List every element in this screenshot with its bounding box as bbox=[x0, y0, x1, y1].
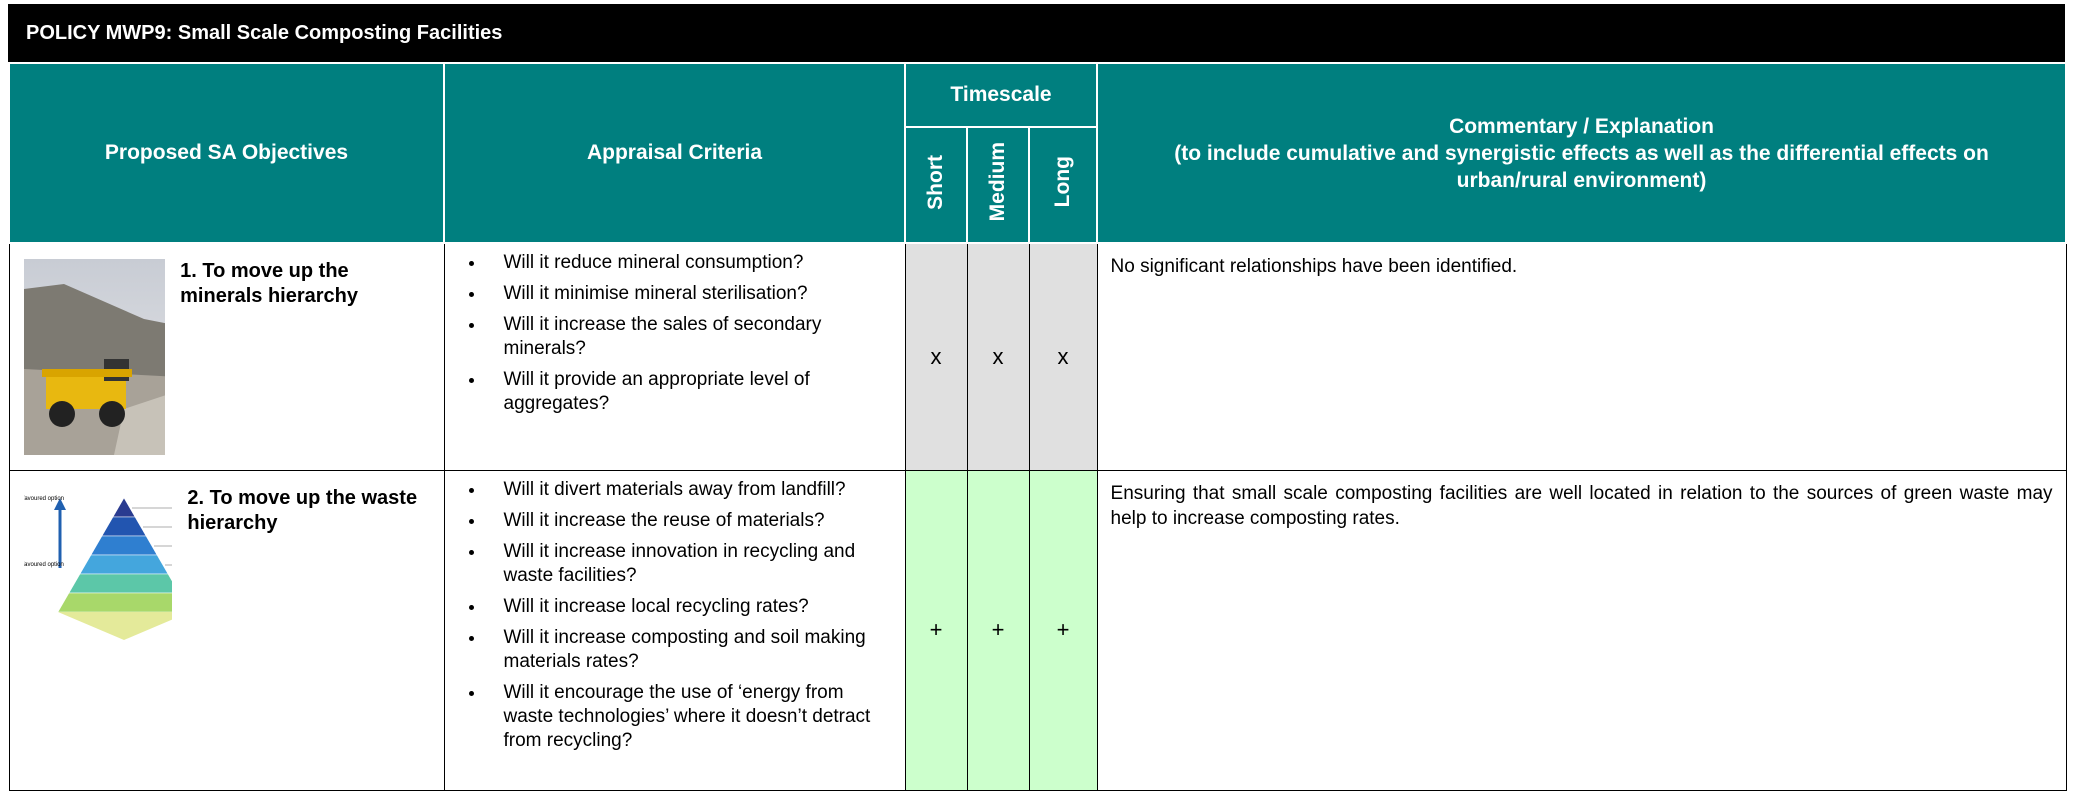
medium-header: Medium bbox=[966, 126, 1030, 244]
header-row: Short Medium Long bbox=[9, 126, 2066, 244]
table-body: 1. To move up the minerals hierarchy Wil… bbox=[8, 242, 2067, 791]
commentary-title: Commentary / Explanation bbox=[1449, 114, 1714, 138]
criteria-header: Appraisal Criteria bbox=[443, 62, 906, 244]
policy-table-wrapper: POLICY MWP9: Small Scale Composting Faci… bbox=[8, 4, 2068, 791]
criterion: Will it increase composting and soil mak… bbox=[486, 626, 896, 674]
criterion: Will it provide an appropriate level of … bbox=[486, 368, 896, 416]
medium-score: x bbox=[966, 242, 1030, 471]
criterion: Will it increase the sales of secondary … bbox=[486, 313, 896, 361]
waste-hierarchy-image: preventionminimisationreuserecyclingener… bbox=[23, 485, 173, 656]
objectives-header: Proposed SA Objectives bbox=[8, 62, 445, 244]
quarry-truck-image bbox=[23, 259, 166, 455]
policy-title: POLICY MWP9: Small Scale Composting Faci… bbox=[8, 4, 2065, 62]
objective-cell: 1. To move up the minerals hierarchy bbox=[8, 242, 445, 471]
criterion: Will it minimise mineral sterilisation? bbox=[486, 282, 896, 306]
criterion: Will it reduce mineral consumption? bbox=[486, 251, 896, 275]
most-favoured-label: most favoured option bbox=[24, 496, 64, 502]
objective-title: 2. To move up the waste hierarchy bbox=[187, 486, 418, 534]
objective-row: 1. To move up the minerals hierarchy Wil… bbox=[8, 242, 2067, 471]
criteria-cell: Will it divert materials away from landf… bbox=[443, 469, 906, 791]
commentary-note: (to include cumulative and synergistic e… bbox=[1174, 141, 1989, 192]
criteria-cell: Will it reduce mineral consumption? Will … bbox=[443, 242, 906, 471]
commentary-cell: No significant relationships have been i… bbox=[1096, 242, 2067, 471]
criterion: Will it divert materials away from landf… bbox=[486, 478, 896, 502]
criterion: Will it increase the reuse of materials? bbox=[486, 509, 896, 533]
short-header: Short bbox=[904, 126, 968, 244]
header-row: Proposed SA Objectives Appraisal Criteri… bbox=[8, 62, 2068, 244]
long-score: + bbox=[1028, 469, 1098, 791]
short-score: + bbox=[904, 469, 968, 791]
short-label: Short bbox=[924, 154, 947, 210]
long-label: Long bbox=[1051, 156, 1074, 208]
commentary-header: Commentary / Explanation (to include cum… bbox=[1096, 62, 2068, 244]
page: {"header": {"title": "POLICY MWP9: Small… bbox=[0, 0, 2073, 769]
least-favoured-label: least favoured option bbox=[24, 562, 64, 568]
short-score: x bbox=[904, 242, 968, 471]
criterion: Will it increase local recycling rates? bbox=[486, 595, 896, 619]
objective-row: preventionminimisationreuserecyclingener… bbox=[8, 469, 2067, 791]
criteria-list: Will it divert materials away from landf… bbox=[446, 478, 896, 753]
appraisal-table: Proposed SA Objectives Appraisal Criteri… bbox=[8, 62, 2068, 791]
objective-title: 1. To move up the minerals hierarchy bbox=[180, 260, 359, 307]
criterion: Will it encourage the use of ‘energy fro… bbox=[486, 681, 896, 753]
criteria-list: Will it reduce mineral consumption? Will … bbox=[446, 251, 896, 416]
commentary-cell: Ensuring that small scale composting fac… bbox=[1096, 469, 2067, 791]
long-score: x bbox=[1028, 242, 1098, 471]
objective-cell: preventionminimisationreuserecyclingener… bbox=[8, 469, 445, 791]
medium-label: Medium bbox=[986, 142, 1009, 222]
long-header: Long bbox=[1027, 126, 1099, 244]
table-head: Proposed SA Objectives Appraisal Criteri… bbox=[8, 62, 2068, 244]
criterion: Will it increase innovation in recycling… bbox=[486, 540, 896, 588]
objective: preventionminimisationreuserecyclingener… bbox=[11, 472, 443, 664]
medium-score: + bbox=[966, 469, 1030, 791]
objective: 1. To move up the minerals hierarchy bbox=[11, 245, 443, 463]
timescale-header: Timescale bbox=[903, 62, 1099, 128]
